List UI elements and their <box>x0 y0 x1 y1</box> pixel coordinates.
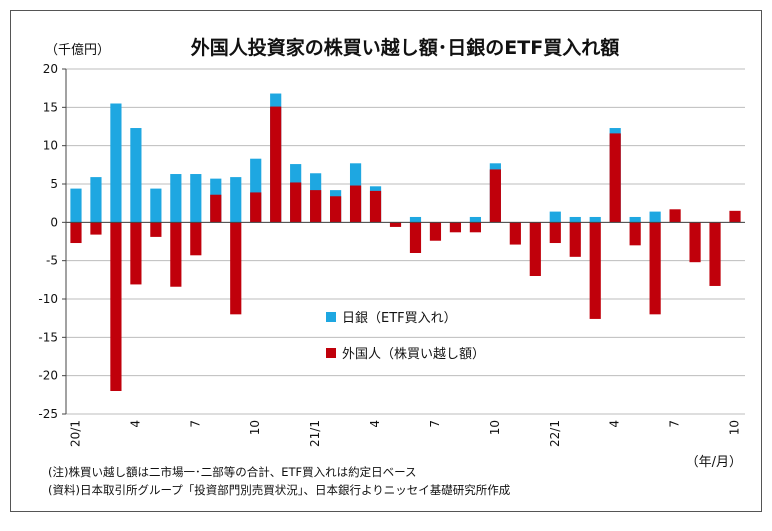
bar-foreign-investor <box>409 222 422 253</box>
x-tick-label: 7 <box>428 420 442 428</box>
bar-boj-etf <box>569 216 581 223</box>
bar-foreign-investor <box>469 222 481 233</box>
x-tick-label: 20/1 <box>68 420 82 447</box>
gridlines <box>66 68 745 415</box>
note-line: (注)株買い越し額は二市場一･二部等の合計、ETF買入れは約定日ベース <box>48 465 417 479</box>
bar-boj-etf <box>589 216 601 223</box>
bar-foreign-investor <box>130 222 142 285</box>
bar-foreign-investor <box>369 190 382 223</box>
bar-foreign-investor <box>629 222 641 246</box>
x-tick-label: 7 <box>668 420 682 428</box>
y-tick-label: 5 <box>50 177 58 191</box>
y-tick-label: -5 <box>46 254 58 268</box>
x-tick-label: 4 <box>128 420 142 428</box>
bar-foreign-investor <box>70 222 82 244</box>
bar-foreign-investor <box>589 222 601 319</box>
bar-foreign-investor <box>609 133 621 223</box>
bar-boj-etf <box>190 174 202 223</box>
bar-foreign-investor <box>669 209 681 223</box>
legend: 日銀（ETF買入れ） 外国人（株買い越し額） <box>326 311 485 362</box>
bar-boj-etf <box>150 188 162 223</box>
bar-boj-etf <box>649 211 661 223</box>
bar-foreign-investor <box>310 190 322 223</box>
y-tick-label: 0 <box>50 215 58 229</box>
bar-foreign-investor <box>349 185 362 223</box>
period-label: （年/月） <box>686 455 742 470</box>
y-tick-label: 10 <box>43 139 58 153</box>
bar-foreign-investor <box>449 222 462 233</box>
bar-foreign-investor <box>290 182 302 223</box>
legend-label-foreign: 外国人（株買い越し額） <box>342 347 485 362</box>
bar-foreign-investor <box>509 222 521 245</box>
bar-foreign-investor <box>330 196 342 223</box>
bar-foreign-investor <box>649 222 661 315</box>
bar-foreign-investor <box>529 222 541 276</box>
bar-foreign-investor <box>250 192 262 223</box>
x-tick-label: 10 <box>248 420 262 435</box>
bar-foreign-investor <box>270 106 282 223</box>
y-tick-label: -25 <box>38 407 58 421</box>
bar-boj-etf <box>170 174 182 223</box>
bar-boj-etf <box>469 216 481 223</box>
legend-swatch-boj <box>326 312 336 322</box>
bar-foreign-investor <box>729 210 741 223</box>
bar-foreign-investor <box>230 222 242 315</box>
bar-boj-etf <box>629 216 641 223</box>
bars <box>70 93 741 391</box>
bar-boj-etf <box>409 216 422 223</box>
y-tick-label: 20 <box>43 62 58 76</box>
bar-foreign-investor <box>210 194 222 223</box>
y-tick-label: -15 <box>38 330 58 344</box>
bar-boj-etf <box>130 128 142 223</box>
bar-boj-etf <box>230 177 242 223</box>
bar-foreign-investor <box>689 222 701 263</box>
x-tick-label: 4 <box>608 420 622 428</box>
y-axis: 20 15 10 5 0 -5 -10 -15 -20 -25 <box>38 62 67 421</box>
bar-foreign-investor <box>549 222 561 244</box>
bar-foreign-investor <box>110 222 122 391</box>
bar-foreign-investor <box>389 222 402 227</box>
y-tick-label: -20 <box>38 369 58 383</box>
x-tick-label: 7 <box>188 420 202 428</box>
bar-boj-etf <box>250 158 262 223</box>
y-tick-label: -10 <box>38 292 58 306</box>
bar-foreign-investor <box>150 222 162 237</box>
bar-foreign-investor <box>489 169 501 223</box>
bar-boj-etf <box>70 188 82 223</box>
bar-foreign-investor <box>90 222 102 235</box>
bar-foreign-investor <box>190 222 202 256</box>
x-tick-label: 22/1 <box>548 420 562 447</box>
chart-title: 外国人投資家の株買い越し額･日銀のETF買入れ額 <box>191 36 619 59</box>
bar-boj-etf <box>549 211 561 223</box>
bar-foreign-investor <box>429 222 442 241</box>
bar-foreign-investor <box>709 222 721 286</box>
y-tick-label: 15 <box>43 100 58 114</box>
x-axis: 20/1 4 7 10 21/1 4 7 10 22/1 4 7 10 <box>66 221 745 447</box>
source-line: (資料)日本取引所グループ「投資部門別売買状況」、日本銀行よりニッセイ基礎研究所… <box>48 483 511 497</box>
x-tick-label: 4 <box>368 420 382 428</box>
x-tick-label: 10 <box>728 420 742 435</box>
bar-boj-etf <box>90 177 102 223</box>
legend-swatch-foreign <box>326 348 336 358</box>
x-tick-label: 21/1 <box>308 420 322 447</box>
x-tick-label: 10 <box>488 420 502 435</box>
bar-foreign-investor <box>569 222 581 257</box>
bar-foreign-investor <box>170 222 182 287</box>
bar-boj-etf <box>110 103 122 223</box>
legend-label-boj: 日銀（ETF買入れ） <box>342 311 457 326</box>
unit-label: （千億円） <box>45 42 110 58</box>
